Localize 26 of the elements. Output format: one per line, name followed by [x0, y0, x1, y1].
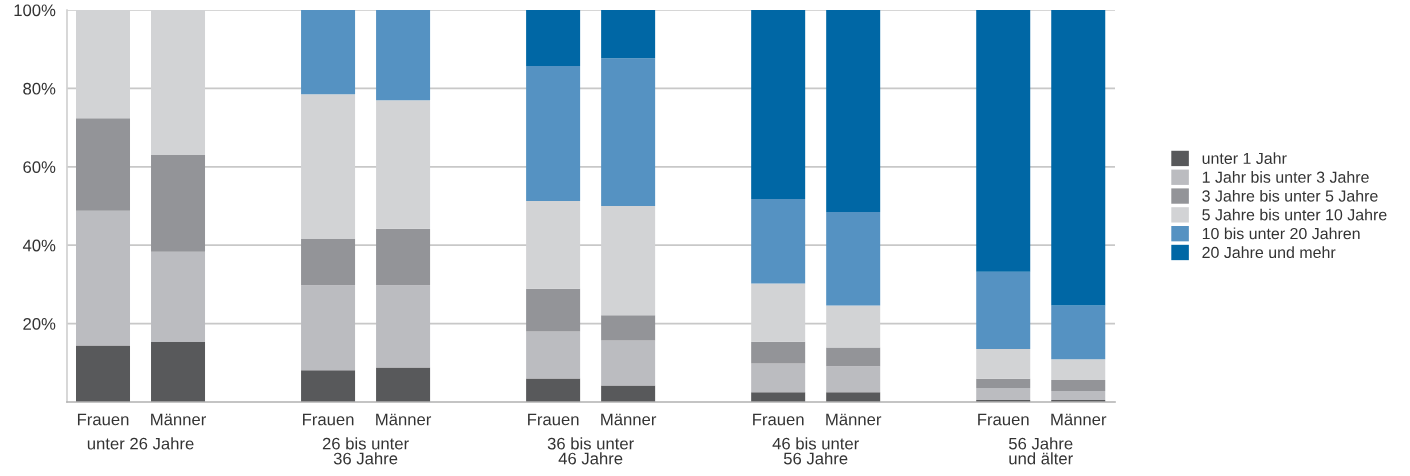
text: unter 26 Jahre [87, 437, 194, 450]
text: 46 bis unter 56 Jahre [772, 437, 859, 465]
legend-label: 3 Jahre bis unter 5 Jahre [1202, 189, 1378, 202]
x-tick-label: Männer [601, 413, 657, 426]
x-tick-label: Männer [1051, 413, 1107, 426]
x-tick-label: Männer [376, 413, 432, 426]
y-tick-label: 60% [23, 161, 56, 173]
y-tick-label: 100% [14, 4, 56, 17]
legend-label: 5 Jahre bis unter 10 Jahre [1202, 208, 1387, 221]
x-tick-label: Frauen [753, 413, 804, 426]
legend-label: 10 bis unter 20 Jahren [1202, 227, 1360, 240]
x-tick-label: Frauen [528, 413, 579, 426]
x-tick-label: Frauen [77, 413, 129, 426]
x-tick-label: Frauen [303, 413, 354, 426]
y-tick-label: 40% [22, 239, 56, 252]
legend-label: 20 Jahre und mehr [1202, 246, 1336, 259]
y-tick-label: 20% [23, 318, 56, 330]
y-tick-label: 80% [23, 82, 56, 95]
x-tick-label: Männer [826, 413, 882, 426]
legend-label: 1 Jahr bis unter 3 Jahre [1202, 171, 1369, 183]
x-tick-label: Frauen [978, 413, 1029, 426]
legend-label: unter 1 Jahr [1202, 152, 1287, 165]
text: 56 Jahre und älter [1008, 437, 1073, 465]
x-tick-label: Männer [151, 413, 207, 426]
text: 36 bis unter 46 Jahre [547, 437, 634, 465]
text: 26 bis unter 36 Jahre [322, 437, 409, 465]
